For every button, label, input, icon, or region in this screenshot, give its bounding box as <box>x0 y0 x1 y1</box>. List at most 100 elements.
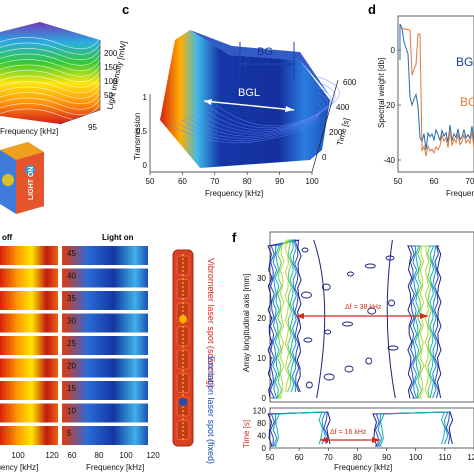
cube-label: LIGHT ON <box>28 167 35 200</box>
panel-c-ztick: 0 <box>322 153 327 162</box>
panel-f-xtick: 90 <box>382 453 391 462</box>
panel-c-bgl-label: BGL <box>238 87 260 99</box>
panel-f-delta-top: Δf = 38 kHz <box>345 304 382 311</box>
panel-a-xtick-95: 95 <box>88 123 97 132</box>
panel-f-ytick2: 0 <box>262 444 267 453</box>
panel-c-ztick: 200 <box>329 128 343 137</box>
panel-d-xtick: 60 <box>430 177 439 186</box>
heatmap-on-row <box>62 336 148 355</box>
panel-c-letter: c <box>122 2 129 17</box>
panel-d-xtick: 50 <box>394 177 403 186</box>
panel-f-xtick: 70 <box>324 453 333 462</box>
panel-c-ytick: 0.5 <box>136 127 148 136</box>
panel-e-on-xlabel: Frequency [kHz] <box>86 463 144 472</box>
panel-f-ytick: 20 <box>257 314 266 323</box>
panel-c-xtick: 70 <box>210 177 219 186</box>
panel-c-xlabel: Frequency [kHz] <box>205 189 263 198</box>
panel-d-xlabel: Frequency <box>446 189 474 198</box>
heatmap-off-row <box>0 313 58 333</box>
panel-e-off-xtick: 100 <box>11 451 25 460</box>
panel-e-ytick: 25 <box>67 339 76 348</box>
panel-e-ytick: 15 <box>67 384 76 393</box>
panel-c-xtick: 80 <box>243 177 252 186</box>
heatmap-off <box>0 246 58 445</box>
panel-d-series-blue <box>399 23 474 151</box>
panel-a-contour-lines <box>0 37 101 121</box>
panel-c-ztick: 600 <box>343 78 357 87</box>
panel-d: d -40 -20 0 50 60 70 BGL BG Spectral weight … <box>368 2 474 198</box>
panel-f-letter: f <box>232 230 237 245</box>
panel-f-ylabel2: Time [s] <box>242 420 251 448</box>
panel-c-xtick: 100 <box>305 177 319 186</box>
panel-e-on-xtick: 120 <box>146 451 160 460</box>
heatmap-off-row <box>0 246 58 265</box>
panel-f-xtick: 100 <box>409 453 423 462</box>
heatmap-on <box>62 246 148 445</box>
panel-e-ytick: 20 <box>67 362 76 371</box>
heatmap-on-row <box>62 381 148 400</box>
panel-f-ytick2: 120 <box>253 407 267 416</box>
panel-f: f 0 10 20 30 0 40 80 120 50 60 70 80 90 100 110 120 Δ… <box>232 230 474 472</box>
panel-c: c 50 60 70 80 90 100 0 0.5 1 0 200 400 600 Frequen… <box>122 2 357 198</box>
panel-d-ylabel: Spectral weight [db] <box>377 58 386 128</box>
panel-f-ytick: 10 <box>257 354 266 363</box>
panel-f-ylabel: Array longitudinal axis [mm] <box>242 274 251 372</box>
panel-a-surface <box>0 22 100 124</box>
heatmap-off-row <box>0 358 58 378</box>
panel-c-ytick: 0 <box>143 161 148 170</box>
excitation-label: Excitation laser spot (fixed) <box>206 356 216 464</box>
panel-e-off-xtick: 120 <box>45 451 59 460</box>
heatmap-off-row <box>0 381 58 400</box>
panel-d-xtick: 70 <box>466 177 474 186</box>
panel-f-xtick: 60 <box>295 453 304 462</box>
vibrometer-spot <box>179 315 187 323</box>
panel-c-xtick: 90 <box>275 177 284 186</box>
panel-e-ytick: 40 <box>67 272 76 281</box>
panel-d-series-orange <box>399 27 474 157</box>
panel-d-letter: d <box>368 2 376 17</box>
heatmap-off-row <box>0 336 58 355</box>
panel-f-xtick: 110 <box>438 453 451 462</box>
panel-c-bg-label: BG <box>257 46 273 58</box>
heatmap-on-row <box>62 403 148 423</box>
panel-f-xtick: 50 <box>266 453 275 462</box>
panel-e-ytick: 45 <box>67 249 76 258</box>
heatmap-on-row <box>62 426 148 445</box>
panel-a-ytick: 150 <box>104 63 118 72</box>
panel-e-ytick: 30 <box>67 317 76 326</box>
panel-e: off Light on 45 40 35 30 25 20 15 10 5 100 120 60… <box>0 233 216 472</box>
panel-e-on-xtick: 80 <box>95 451 104 460</box>
panel-e-on-xtick: 100 <box>119 451 133 460</box>
heatmap-off-row <box>0 291 58 310</box>
panel-f-xtick: 120 <box>467 453 474 462</box>
panel-f-ytick2: 40 <box>257 432 266 441</box>
panel-a-ytick: 100 <box>104 77 118 86</box>
panel-c-zlabel: Time [s] <box>335 117 351 147</box>
heatmap-on-row <box>62 268 148 288</box>
heatmap-on-row <box>62 246 148 265</box>
heatmap-on-row <box>62 313 148 333</box>
panel-c-ylabel: Transmission <box>133 113 142 160</box>
heatmap-off-row <box>0 403 58 423</box>
excitation-spot <box>179 398 187 406</box>
panel-d-ytick: -40 <box>383 156 395 165</box>
panel-d-ytick: 0 <box>391 46 396 55</box>
panel-c-xtick: 50 <box>146 177 155 186</box>
heatmap-on-row <box>62 291 148 310</box>
panel-e-ytick: 5 <box>67 429 72 438</box>
panel-f-ytick: 30 <box>257 274 266 283</box>
panel-c-xtick: 60 <box>178 177 187 186</box>
panel-a-xlabel: Frequency [kHz] <box>0 127 58 136</box>
panel-c-ytick: 1 <box>143 93 148 102</box>
panel-e-off-xlabel: Frequency [kHz] <box>0 463 38 472</box>
panel-f-delta-bottom: Δf = 16 kHz <box>330 429 367 436</box>
panel-f-ytick: 0 <box>262 394 267 403</box>
heatmap-off-row <box>0 268 58 288</box>
panel-c-ztick: 400 <box>336 103 350 112</box>
panel-a-ytick: 50 <box>104 91 113 100</box>
panel-d-bgl-label: BGL <box>456 55 474 69</box>
panel-e-on-xtick: 60 <box>68 451 77 460</box>
panel-e-ytick: 10 <box>67 407 76 416</box>
